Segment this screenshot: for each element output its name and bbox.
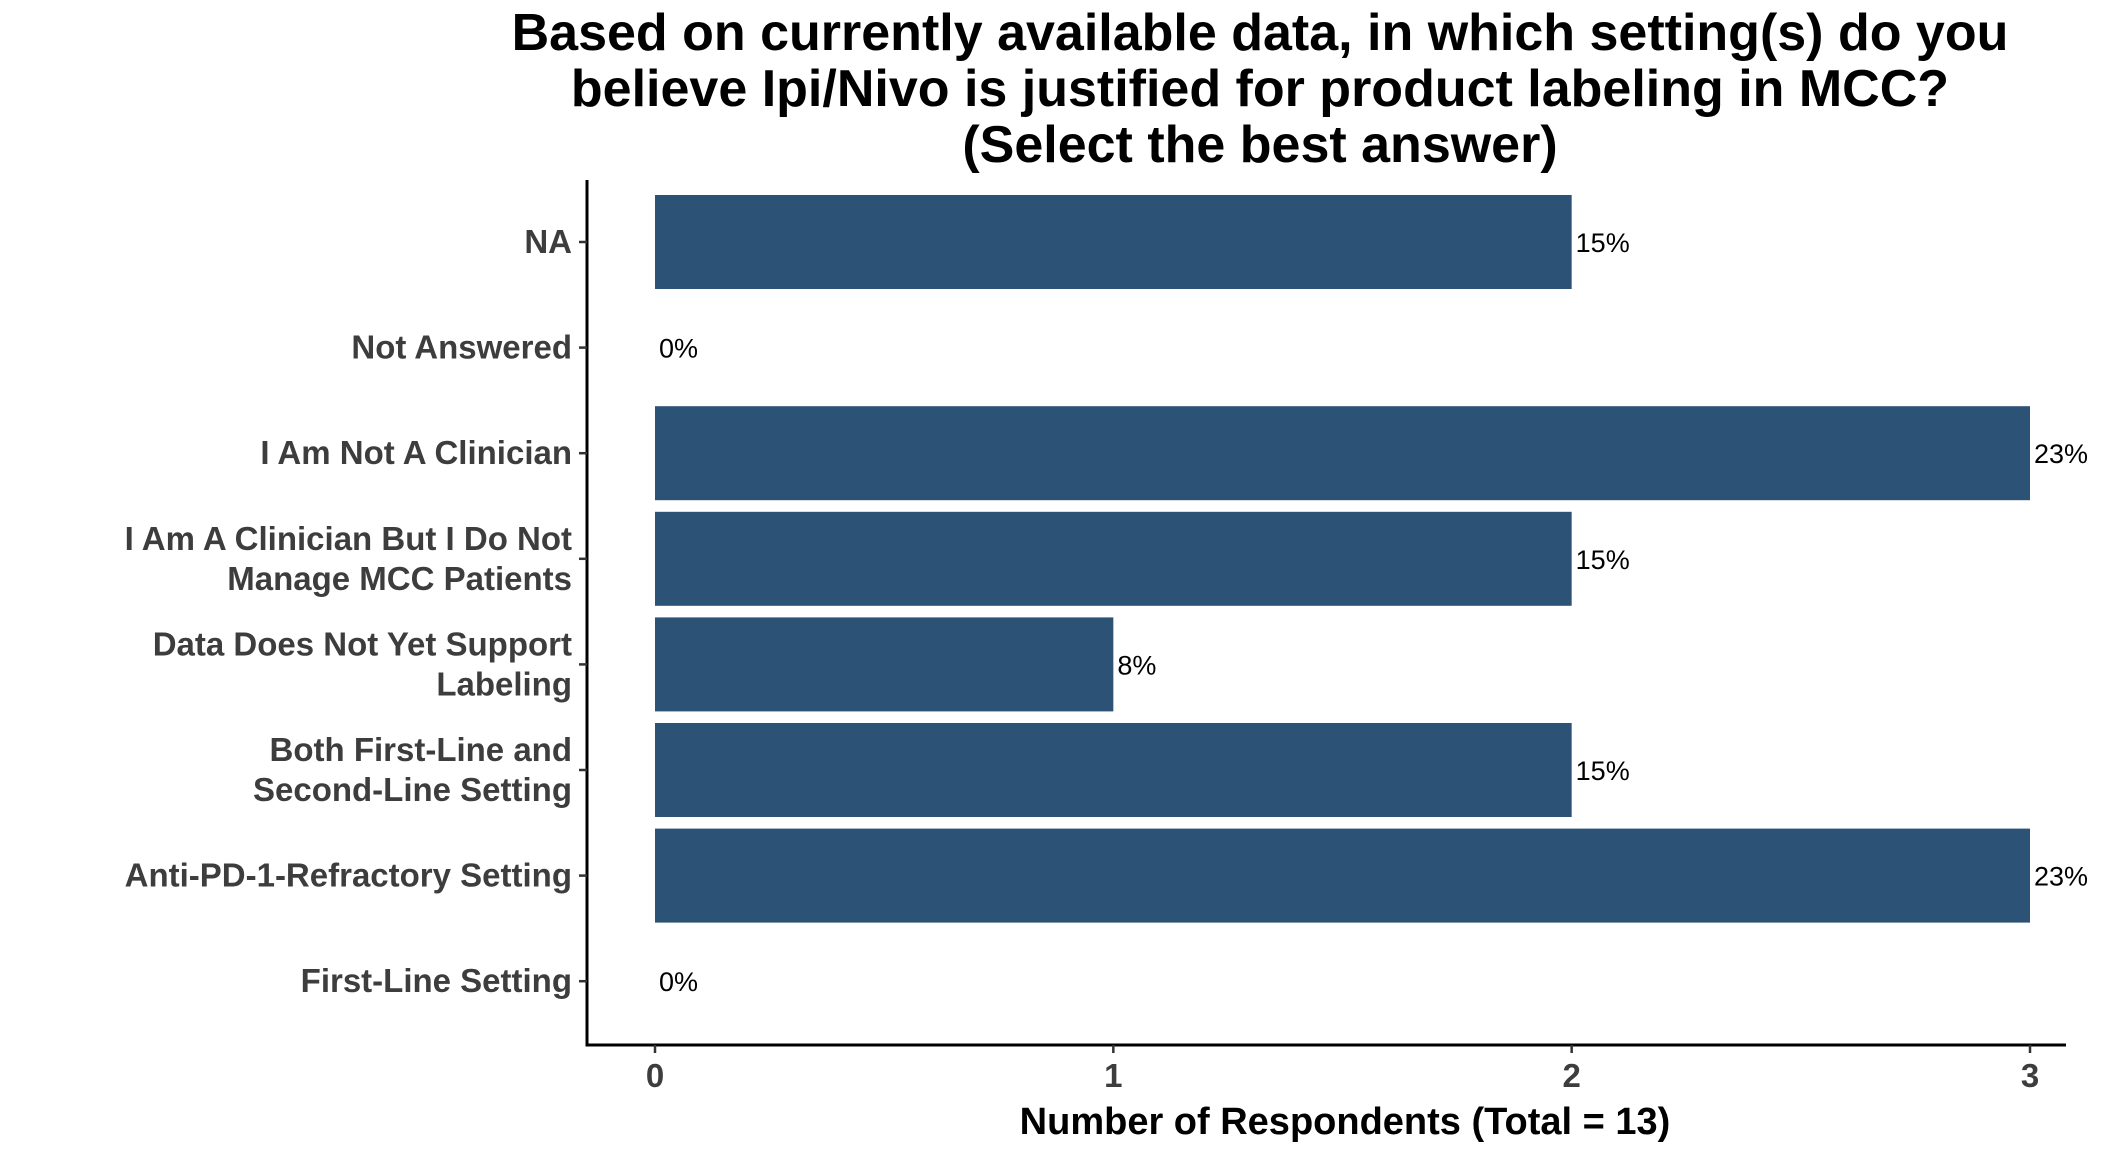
bar: [655, 723, 1572, 817]
data-label: 15%: [1576, 545, 1630, 575]
data-label: 15%: [1576, 228, 1630, 258]
chart-title: Based on currently available data, in wh…: [512, 4, 2009, 174]
data-label: 23%: [2034, 439, 2088, 469]
bar: [655, 617, 1114, 712]
bar: [655, 828, 2030, 923]
data-label: 8%: [1117, 650, 1156, 680]
chart-title-line-2: believe Ipi/Nivo is justified for produc…: [571, 60, 1949, 118]
y-tick-label: First-Line Setting: [301, 962, 572, 999]
y-axis-ticks: NA Not Answered I Am Not A Clinician I Am A…: [125, 223, 587, 999]
x-tick-label: 1: [1104, 1057, 1122, 1094]
data-label: 0%: [659, 967, 698, 997]
bar: [655, 195, 1572, 289]
data-label: 23%: [2034, 862, 2088, 892]
y-tick-label: I Am Not A Clinician: [260, 434, 572, 471]
y-tick-label: Second-Line Setting: [253, 771, 572, 808]
y-tick-label: NA: [524, 223, 572, 260]
x-tick-label: 3: [2021, 1057, 2039, 1094]
x-tick-label: 2: [1562, 1057, 1580, 1094]
x-axis-ticks: 0 1 2 3: [646, 1045, 2039, 1094]
y-tick-label: Data Does Not Yet Support: [153, 625, 572, 662]
data-label: 15%: [1576, 756, 1630, 786]
chart-title-line-3: (Select the best answer): [962, 116, 1557, 174]
y-tick-label: Anti-PD-1-Refractory Setting: [125, 857, 572, 894]
data-label: 0%: [659, 334, 698, 364]
x-axis-title: Number of Respondents (Total = 13): [1020, 1101, 1671, 1143]
plot-area: 15% 0% 23% 15% 8% 15% 23% 0%: [655, 195, 2088, 997]
x-tick-label: 0: [646, 1057, 664, 1094]
y-tick-label: Labeling: [436, 665, 572, 702]
bar: [655, 511, 1572, 606]
chart-title-line-1: Based on currently available data, in wh…: [512, 4, 2009, 62]
y-tick-label: I Am A Clinician But I Do Not: [125, 520, 572, 557]
bar: [655, 406, 2030, 501]
y-tick-label: Manage MCC Patients: [227, 560, 572, 597]
y-tick-label: Not Answered: [351, 329, 572, 366]
y-tick-label: Both First-Line and: [270, 731, 572, 768]
